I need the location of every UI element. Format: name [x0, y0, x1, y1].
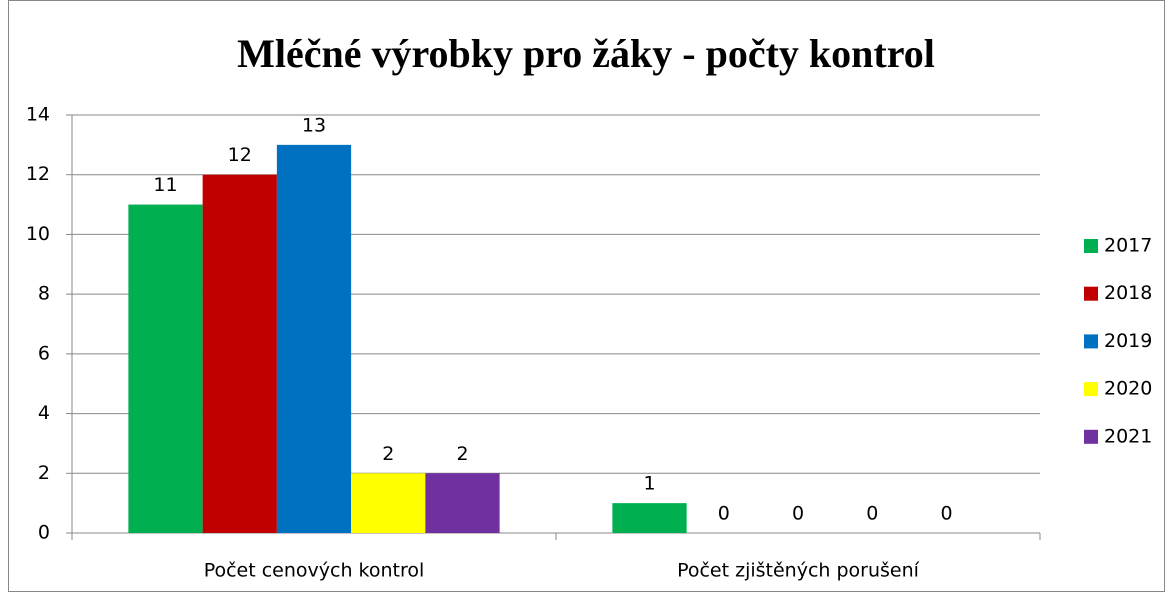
legend-label: 2018: [1104, 282, 1152, 304]
legend-label: 2019: [1104, 330, 1152, 352]
data-label: 2: [456, 443, 468, 465]
data-label: 0: [940, 503, 952, 525]
bar: [276, 144, 352, 533]
data-label: 0: [866, 503, 878, 525]
y-tick-label: 14: [26, 104, 50, 126]
legend-label: 2020: [1104, 378, 1152, 400]
data-label: 1: [643, 473, 655, 495]
data-label: 11: [153, 174, 177, 196]
y-tick-label: 8: [38, 283, 50, 305]
data-label: 0: [792, 503, 804, 525]
bar: [202, 174, 277, 533]
legend-swatch: [1084, 286, 1098, 301]
legend-swatch: [1084, 334, 1098, 349]
legend-swatch: [1084, 382, 1098, 397]
y-tick-label: 12: [26, 163, 50, 185]
y-tick-label: 0: [38, 522, 50, 544]
chart-title: Mléčné výrobky pro žáky - počty kontrol: [237, 31, 935, 76]
data-label: 2: [382, 443, 394, 465]
legend-label: 2021: [1104, 425, 1152, 447]
legend-label: 2017: [1104, 235, 1152, 257]
legend-swatch: [1084, 429, 1098, 444]
data-label: 12: [228, 144, 252, 166]
x-tick-label: Počet cenových kontrol: [204, 560, 425, 582]
data-label: 0: [718, 503, 730, 525]
data-label: 13: [302, 114, 326, 136]
y-tick-label: 6: [38, 342, 50, 364]
legend-swatch: [1084, 239, 1098, 253]
bar: [128, 204, 203, 534]
x-tick-label: Počet zjištěných porušení: [677, 560, 920, 582]
y-tick-label: 2: [38, 462, 50, 484]
bar: [351, 473, 426, 533]
y-tick-label: 4: [38, 402, 50, 424]
y-tick-label: 10: [26, 223, 50, 245]
bar: [425, 473, 500, 533]
bar: [612, 503, 687, 533]
